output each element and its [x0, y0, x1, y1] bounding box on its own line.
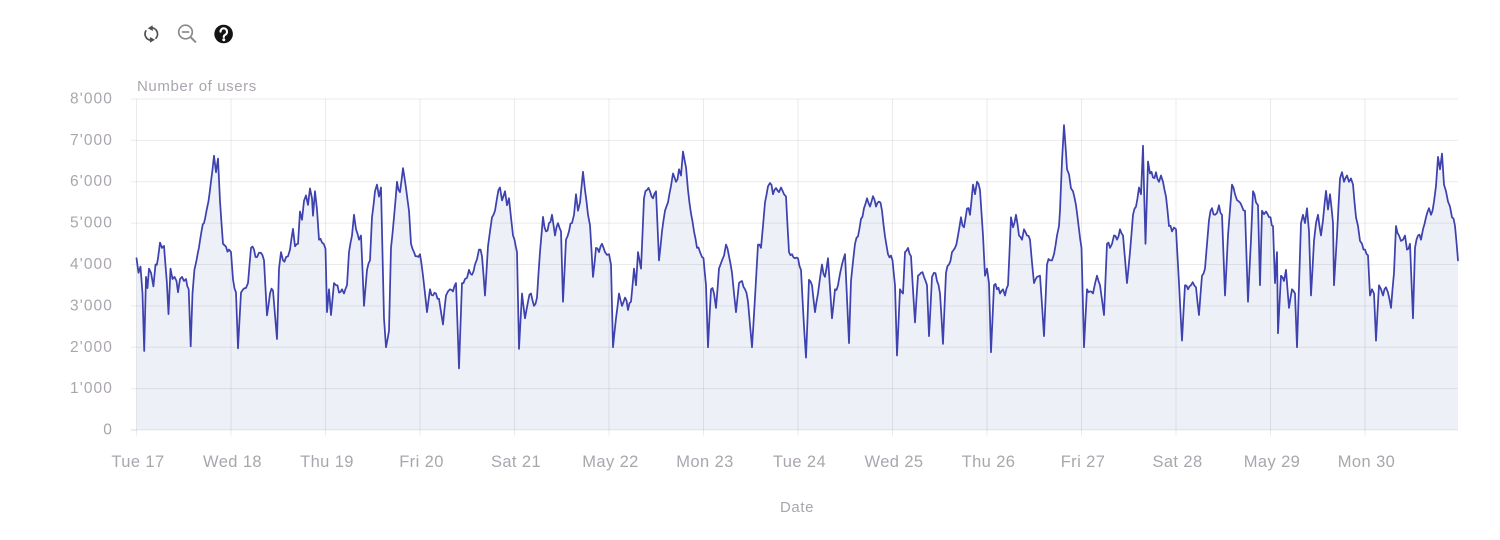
- svg-text:Wed 25: Wed 25: [865, 453, 924, 471]
- svg-text:2'000: 2'000: [70, 339, 113, 356]
- svg-text:Number of users: Number of users: [137, 78, 257, 95]
- svg-text:3'000: 3'000: [70, 297, 113, 314]
- svg-text:5'000: 5'000: [70, 215, 113, 232]
- svg-text:Tue 17: Tue 17: [111, 453, 164, 471]
- svg-text:1'000: 1'000: [70, 380, 113, 397]
- svg-text:Mon 30: Mon 30: [1338, 453, 1395, 471]
- svg-text:4'000: 4'000: [70, 256, 113, 273]
- svg-text:Sat 28: Sat 28: [1152, 453, 1202, 471]
- svg-text:Date: Date: [780, 499, 814, 516]
- svg-text:May 29: May 29: [1244, 453, 1301, 471]
- svg-text:Sat 21: Sat 21: [491, 453, 541, 471]
- svg-text:0: 0: [103, 422, 113, 439]
- svg-text:6'000: 6'000: [70, 173, 113, 190]
- svg-text:Mon 23: Mon 23: [676, 453, 733, 471]
- svg-text:May 22: May 22: [582, 453, 639, 471]
- svg-text:Fri 27: Fri 27: [1061, 453, 1106, 471]
- svg-text:Thu 26: Thu 26: [962, 453, 1016, 471]
- svg-text:8'000: 8'000: [70, 91, 113, 108]
- svg-text:Tue 24: Tue 24: [773, 453, 826, 471]
- svg-text:Thu 19: Thu 19: [300, 453, 354, 471]
- svg-text:Fri 20: Fri 20: [399, 453, 444, 471]
- svg-text:7'000: 7'000: [70, 132, 113, 149]
- svg-text:Wed 18: Wed 18: [203, 453, 262, 471]
